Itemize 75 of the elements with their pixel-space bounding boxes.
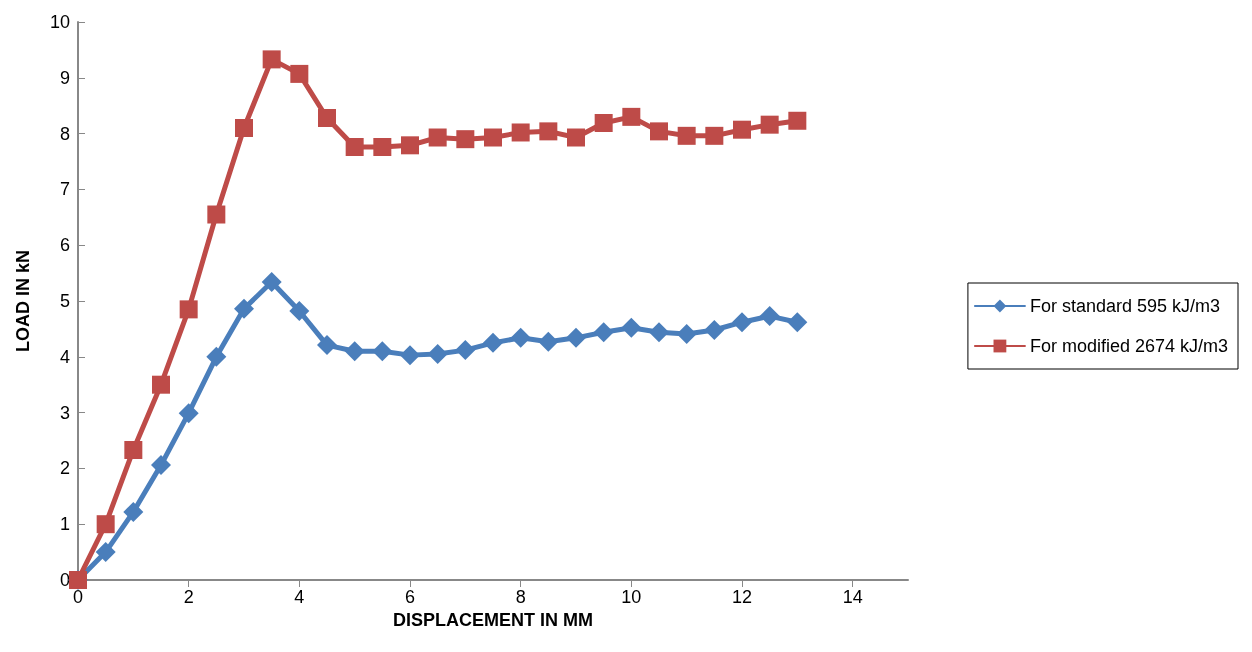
point [510, 327, 531, 348]
y-tick-label: 9 [59, 67, 70, 88]
point [455, 340, 476, 361]
point [622, 107, 641, 126]
x-tick-label: 4 [294, 587, 305, 607]
point [234, 298, 254, 319]
y-axis-title: LOAD IN kN [13, 249, 33, 353]
point [567, 128, 585, 147]
point [483, 332, 503, 353]
point [178, 403, 199, 424]
y-tick-label: 0 [59, 570, 70, 590]
x-axis-title: DISPLACEMENT IN MM [393, 609, 593, 630]
point [179, 300, 198, 319]
y-tick-label: 3 [59, 402, 70, 423]
point [456, 130, 475, 149]
x-tick-label: 6 [404, 587, 416, 607]
point [787, 312, 808, 333]
point [594, 114, 613, 132]
point [788, 111, 807, 130]
point [539, 122, 558, 141]
point [427, 344, 448, 365]
point [677, 126, 696, 145]
y-tick-label: 4 [59, 346, 70, 367]
point [566, 327, 586, 348]
point [704, 320, 725, 341]
point [152, 375, 170, 394]
legend-label: For standard 595 kJ/m3 [1029, 296, 1221, 316]
point [373, 137, 392, 156]
point [123, 501, 144, 522]
x-tick-label: 2 [183, 587, 194, 607]
y-tick-label: 10 [49, 12, 70, 32]
y-tick-label: 8 [59, 123, 70, 144]
point [235, 119, 253, 138]
point [151, 455, 171, 476]
point [621, 317, 642, 338]
x-tick-label: 0 [72, 587, 84, 607]
point [344, 341, 365, 362]
point [318, 108, 336, 127]
point [96, 515, 115, 534]
y-tick-label: 5 [59, 291, 70, 311]
point [207, 205, 226, 224]
point [538, 331, 559, 352]
point [261, 272, 282, 293]
point [400, 345, 420, 366]
x-tick-label: 8 [515, 587, 526, 607]
point [760, 115, 779, 134]
point [428, 128, 447, 147]
x-tick-label: 12 [731, 587, 753, 607]
point [289, 301, 310, 322]
x-tick-label: 10 [621, 587, 642, 607]
point [290, 64, 309, 83]
point [206, 346, 227, 367]
point [95, 542, 116, 563]
point [649, 322, 669, 343]
point [705, 126, 724, 145]
y-tick-label: 1 [59, 514, 70, 535]
point [317, 335, 337, 356]
point [262, 50, 281, 69]
point [511, 123, 530, 142]
point [124, 440, 143, 459]
point [401, 136, 419, 155]
point [372, 341, 393, 362]
legend-label: For modified 2674 kJ/m3 [1029, 336, 1229, 356]
point [593, 322, 614, 343]
point [733, 120, 751, 139]
y-tick-label: 2 [59, 458, 70, 479]
point [484, 128, 502, 147]
point [676, 323, 697, 344]
point [759, 306, 780, 327]
y-tick-label: 6 [59, 235, 70, 256]
point [345, 137, 364, 156]
x-tick-label: 14 [842, 587, 863, 607]
point [732, 312, 752, 333]
y-tick-label: 7 [59, 179, 70, 200]
point [650, 122, 668, 141]
